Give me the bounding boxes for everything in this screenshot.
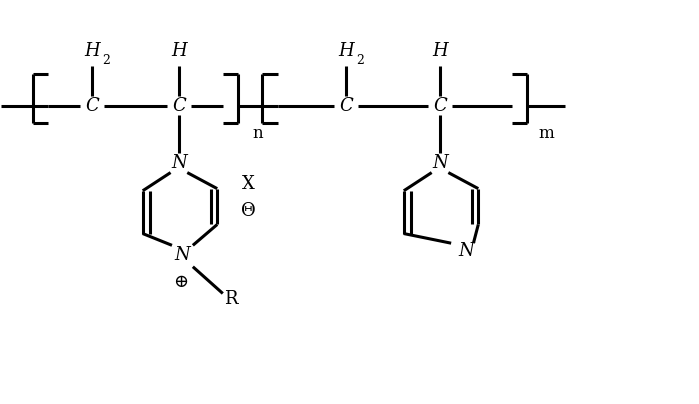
Text: H: H (432, 42, 448, 60)
Text: ⊕: ⊕ (173, 273, 189, 291)
Text: H: H (171, 42, 187, 60)
Text: H: H (84, 42, 100, 60)
Text: 2: 2 (102, 54, 110, 67)
Text: m: m (539, 125, 554, 142)
Text: N: N (432, 154, 448, 172)
Text: n: n (252, 125, 263, 142)
Text: Θ: Θ (241, 202, 256, 220)
Text: C: C (339, 97, 353, 115)
Text: X: X (242, 175, 255, 194)
Text: 2: 2 (356, 54, 364, 67)
Text: R: R (224, 290, 238, 308)
Text: C: C (172, 97, 186, 115)
Text: N: N (175, 246, 190, 264)
Text: C: C (433, 97, 447, 115)
Text: C: C (85, 97, 99, 115)
Text: H: H (338, 42, 354, 60)
Text: N: N (459, 242, 475, 260)
Text: N: N (171, 154, 187, 172)
